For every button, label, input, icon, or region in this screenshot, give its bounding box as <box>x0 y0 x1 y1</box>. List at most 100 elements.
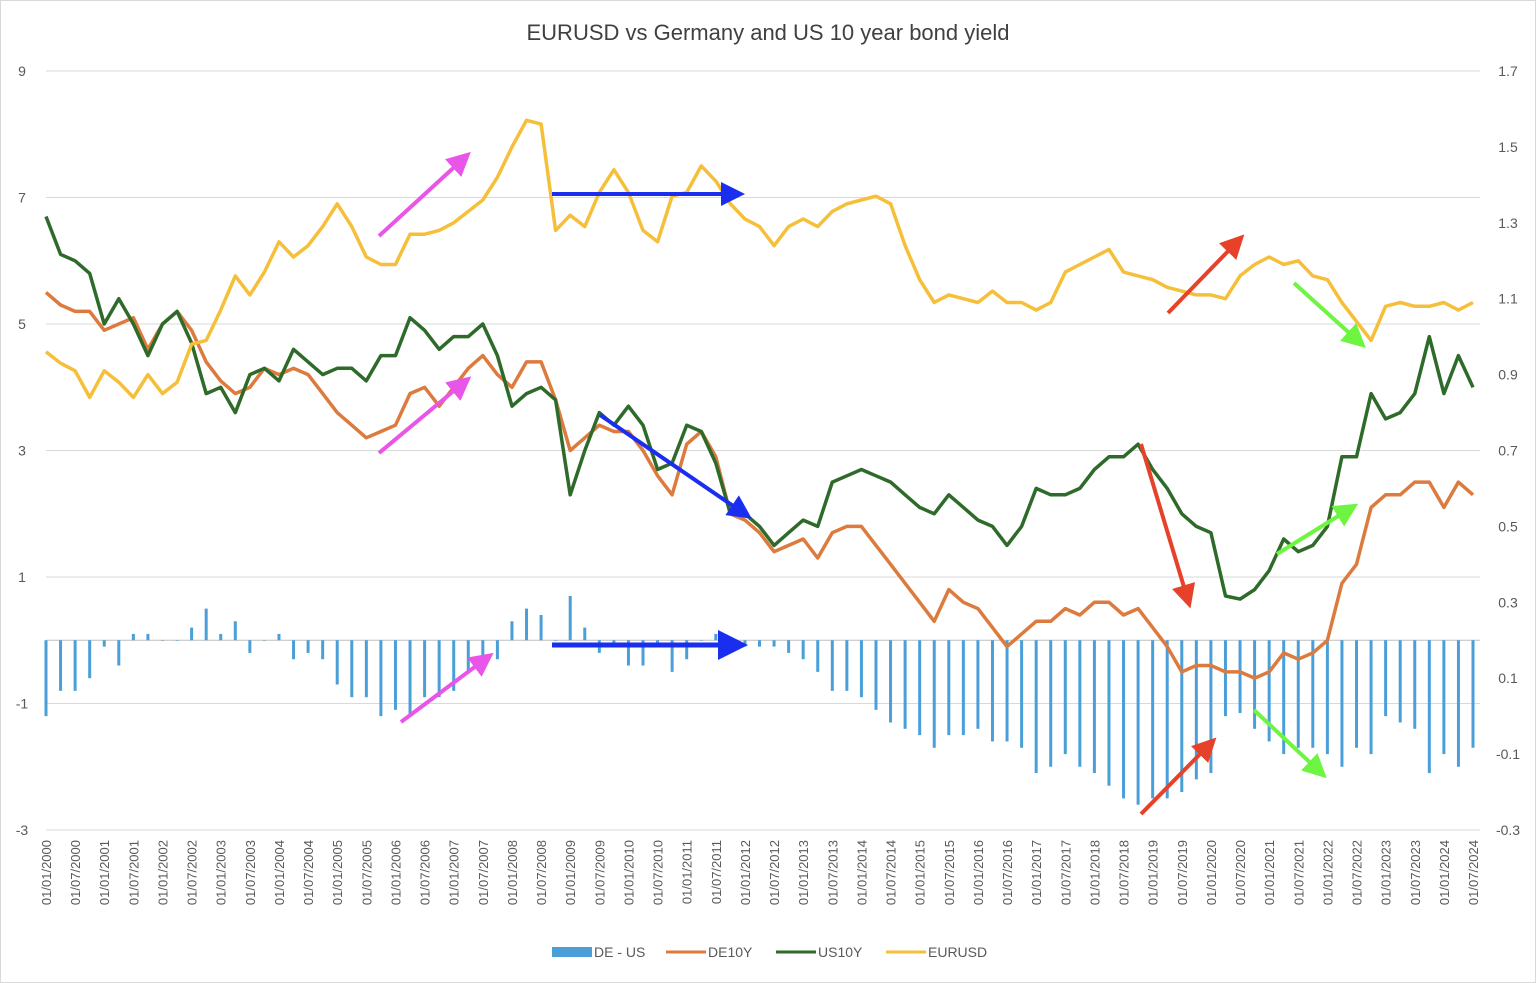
bar-de-us <box>204 608 208 641</box>
bar-de-us <box>1456 640 1460 767</box>
x-tick-label: 01/01/2003 <box>214 840 229 905</box>
y-right-tick-label: 1.7 <box>1498 63 1518 79</box>
bar-de-us <box>292 640 296 660</box>
x-tick-label: 01/01/2007 <box>447 840 462 905</box>
magenta-arrow-eurusd <box>377 151 471 238</box>
line-de10y <box>44 291 1475 680</box>
x-tick-label: 01/07/2007 <box>476 840 491 905</box>
chart-title: EURUSD vs Germany and US 10 year bond yi… <box>527 20 1010 45</box>
bar-de-us <box>131 633 135 641</box>
bar-de-us <box>364 640 368 698</box>
line-eurusd <box>44 118 1474 400</box>
bar-de-us <box>1151 640 1155 799</box>
x-tick-label: 01/07/2013 <box>825 840 840 905</box>
y-right-tick-label: 1.1 <box>1498 291 1518 307</box>
bar-de-us <box>160 640 164 641</box>
x-tick-label: 01/07/2016 <box>1000 840 1015 905</box>
bar-de-us <box>262 640 266 641</box>
x-tick-label: 01/01/2018 <box>1087 840 1102 905</box>
bar-de-us <box>1005 640 1009 742</box>
x-tick-label: 01/07/2000 <box>68 840 83 905</box>
bar-de-us <box>990 640 994 742</box>
bar-de-us <box>670 640 674 672</box>
bar-de-us <box>758 640 761 647</box>
legend: DE - US DE10Y US10Y EURUSD <box>552 944 987 960</box>
bar-de-us <box>830 640 834 691</box>
bar-de-us <box>335 640 339 685</box>
bar-de-us <box>1282 640 1286 755</box>
x-tick-label: 01/07/2014 <box>884 840 899 905</box>
bar-de-us <box>932 640 936 748</box>
red-arrow-us10y <box>1139 443 1196 609</box>
legend-label: EURUSD <box>928 944 987 960</box>
bar-de-us <box>510 621 514 641</box>
y-right-tick-label: 0.7 <box>1498 443 1518 459</box>
x-tick-label: 01/01/2006 <box>388 840 403 905</box>
bar-de-us <box>961 640 965 736</box>
x-tick-label: 01/07/2010 <box>651 840 666 905</box>
bar-de-us <box>408 640 412 717</box>
x-tick-label: 01/01/2014 <box>854 840 869 905</box>
x-tick-label: 01/07/2002 <box>185 840 200 905</box>
bar-de-us <box>554 640 558 641</box>
red-arrow-spread <box>1139 737 1217 816</box>
x-tick-label: 01/07/2009 <box>592 840 607 905</box>
y-left-tick-label: 9 <box>18 63 26 79</box>
y-right-tick-label: 1.5 <box>1498 139 1518 155</box>
bar-de-us <box>568 595 572 641</box>
bar-de-us <box>73 640 77 691</box>
x-tick-label: 01/01/2013 <box>796 840 811 905</box>
x-tick-label: 01/07/2015 <box>942 840 957 905</box>
bar-de-us <box>889 640 893 723</box>
x-tick-label: 01/07/2012 <box>767 840 782 905</box>
bar-de-us <box>1355 640 1359 748</box>
x-tick-label: 01/01/2017 <box>1029 840 1044 905</box>
x-tick-label: 01/01/2010 <box>621 840 636 905</box>
x-axis: 01/01/2000 01/07/2000 01/01/2001 01/07/2001… <box>39 840 1481 905</box>
x-tick-label: 01/07/2017 <box>1058 840 1073 905</box>
x-tick-label: 01/01/2021 <box>1262 840 1277 905</box>
x-tick-label: 01/07/2020 <box>1233 840 1248 905</box>
bar-de-us <box>1471 640 1475 748</box>
x-tick-label: 01/01/2002 <box>155 840 170 905</box>
x-tick-label: 01/07/2021 <box>1291 840 1306 905</box>
bar-de-us <box>918 640 922 736</box>
bar-de-us <box>874 640 878 710</box>
bar-de-us <box>1122 640 1126 799</box>
y-left-tick-label: 3 <box>18 443 26 459</box>
x-tick-label: 01/01/2012 <box>738 840 753 905</box>
bar-de-us <box>626 640 630 666</box>
bar-de-us <box>1063 640 1067 755</box>
bar-de-us <box>525 608 529 641</box>
bar-de-us <box>423 640 427 698</box>
bar-de-us <box>452 640 456 691</box>
bar-de-us <box>1238 640 1242 713</box>
bar-de-us <box>1209 640 1213 774</box>
series-lines <box>44 118 1475 680</box>
bar-de-us <box>321 640 325 660</box>
bar-de-us <box>233 621 237 641</box>
annotation-arrows <box>377 151 1366 816</box>
x-tick-label: 01/07/2024 <box>1466 840 1481 905</box>
series-de-us-bars <box>44 595 1475 805</box>
x-tick-label: 01/07/2004 <box>301 840 316 905</box>
bar-de-us <box>495 640 499 660</box>
bar-de-us <box>437 640 441 698</box>
bar-de-us <box>219 633 223 641</box>
bar-de-us <box>1442 640 1446 755</box>
bar-de-us <box>248 640 252 653</box>
bar-de-us <box>685 640 689 660</box>
x-tick-label: 01/01/2005 <box>330 840 345 905</box>
bar-de-us <box>728 640 732 641</box>
bar-de-us <box>1165 640 1169 799</box>
x-tick-label: 01/07/2001 <box>126 840 141 905</box>
bar-de-us <box>583 627 587 641</box>
bar-de-us <box>1223 640 1227 717</box>
x-tick-label: 01/07/2018 <box>1117 840 1132 905</box>
bar-de-us <box>947 640 951 736</box>
bar-de-us <box>117 640 121 666</box>
legend-label: US10Y <box>818 944 863 960</box>
x-tick-label: 01/01/2004 <box>272 840 287 905</box>
bar-de-us <box>379 640 383 717</box>
magenta-arrow-de10y <box>377 376 472 455</box>
